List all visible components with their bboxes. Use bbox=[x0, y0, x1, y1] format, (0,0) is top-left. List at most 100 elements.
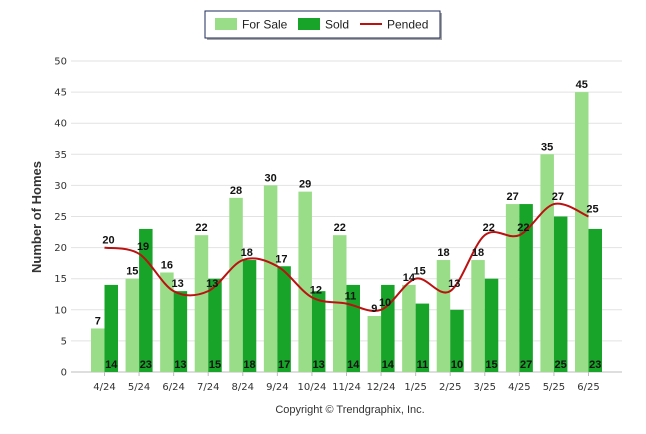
y-tick-25: 25 bbox=[54, 212, 67, 223]
y-tick-15: 15 bbox=[54, 274, 67, 285]
label-for-sale: 29 bbox=[299, 179, 311, 191]
y-tick-0: 0 bbox=[61, 368, 67, 379]
x-tick-1-25: 1/25 bbox=[404, 382, 426, 393]
bar-for-sale bbox=[540, 154, 554, 372]
bar-for-sale bbox=[298, 191, 312, 372]
x-tick-12-24: 12/24 bbox=[367, 382, 396, 393]
footer-copyright: Copyright © Trendgraphix, Inc. bbox=[275, 404, 424, 416]
label-pended: 18 bbox=[241, 247, 253, 259]
legend-box bbox=[204, 10, 441, 39]
label-for-sale: 7 bbox=[95, 315, 101, 327]
y-tick-10: 10 bbox=[54, 305, 67, 316]
bar-sold bbox=[381, 284, 395, 372]
bar-for-sale bbox=[125, 278, 140, 372]
label-pended: 13 bbox=[206, 278, 218, 290]
bars bbox=[91, 92, 602, 372]
label-pended: 13 bbox=[448, 278, 460, 290]
data-labels: 7 14 20 15 23 19 16 13 13 22 15 13 28 18 18 30 17 17 29 13 1… bbox=[95, 79, 602, 371]
label-sold: 13 bbox=[313, 359, 325, 371]
x-tick-3-25: 3/25 bbox=[474, 382, 496, 393]
bar-sold bbox=[208, 278, 222, 372]
label-for-sale: 18 bbox=[472, 247, 484, 259]
y-tick-5: 5 bbox=[61, 336, 67, 347]
label-pended: 19 bbox=[137, 241, 149, 253]
label-for-sale: 45 bbox=[576, 79, 588, 91]
label-for-sale: 28 bbox=[230, 185, 242, 197]
bar-for-sale bbox=[263, 185, 278, 372]
y-tick-50: 50 bbox=[54, 57, 67, 68]
label-for-sale: 35 bbox=[541, 141, 553, 153]
bar-for-sale bbox=[471, 260, 485, 372]
x-tick-6-24: 6/24 bbox=[162, 382, 184, 393]
label-pended: 27 bbox=[552, 191, 564, 203]
legend-label-sold: Sold bbox=[325, 18, 349, 32]
label-sold: 14 bbox=[105, 359, 118, 371]
bar-sold bbox=[242, 260, 257, 372]
x-tick-2-25: 2/25 bbox=[439, 382, 461, 393]
label-for-sale: 9 bbox=[371, 303, 377, 315]
pended-line-layer bbox=[104, 202, 589, 312]
label-pended: 13 bbox=[172, 278, 184, 290]
label-for-sale: 18 bbox=[437, 247, 449, 259]
bar-sold bbox=[450, 309, 464, 372]
bar-for-sale bbox=[436, 260, 451, 372]
y-tick-20: 20 bbox=[54, 243, 67, 254]
label-sold: 10 bbox=[451, 359, 463, 371]
legend-swatch-for-sale bbox=[215, 18, 237, 30]
label-for-sale: 30 bbox=[264, 172, 276, 184]
x-tick-10-24: 10/24 bbox=[298, 382, 327, 393]
label-sold: 27 bbox=[520, 359, 532, 371]
x-tick-9-24: 9/24 bbox=[266, 382, 288, 393]
label-pended: 12 bbox=[310, 284, 322, 296]
bar-for-sale bbox=[160, 272, 174, 372]
x-tick-5-24: 5/24 bbox=[128, 382, 150, 393]
label-pended: 11 bbox=[345, 291, 357, 303]
y-tick-40: 40 bbox=[54, 119, 67, 130]
label-sold: 15 bbox=[209, 359, 221, 371]
label-sold: 25 bbox=[555, 359, 567, 371]
label-pended: 15 bbox=[414, 266, 426, 278]
label-sold: 13 bbox=[174, 359, 186, 371]
label-for-sale: 22 bbox=[195, 222, 207, 234]
label-sold: 23 bbox=[589, 359, 601, 371]
x-tick-11-24: 11/24 bbox=[332, 382, 361, 393]
label-pended: 25 bbox=[586, 204, 598, 216]
bar-sold bbox=[277, 266, 291, 372]
bar-for-sale bbox=[229, 197, 243, 372]
label-for-sale: 27 bbox=[506, 191, 518, 203]
bar-for-sale bbox=[402, 284, 416, 372]
label-for-sale: 22 bbox=[334, 222, 346, 234]
label-sold: 18 bbox=[243, 359, 255, 371]
bar-sold bbox=[415, 303, 430, 372]
bar-sold bbox=[484, 278, 499, 372]
bar-sold bbox=[553, 216, 568, 372]
bar-sold bbox=[104, 284, 118, 372]
bar-sold bbox=[311, 291, 326, 372]
label-pended: 22 bbox=[483, 222, 495, 234]
bar-for-sale bbox=[367, 316, 382, 372]
label-sold: 17 bbox=[278, 359, 290, 371]
legend-swatch-sold bbox=[298, 18, 320, 30]
y-tick-35: 35 bbox=[54, 150, 67, 161]
bar-for-sale bbox=[505, 204, 520, 372]
bar-for-sale bbox=[194, 235, 209, 372]
label-sold: 11 bbox=[417, 359, 429, 371]
label-for-sale: 16 bbox=[161, 259, 173, 271]
legend: For Sale Sold Pended bbox=[204, 10, 442, 40]
x-tick-4-24: 4/24 bbox=[93, 382, 115, 393]
y-axis-label: Number of Homes bbox=[29, 161, 44, 273]
label-pended: 22 bbox=[517, 222, 529, 234]
label-sold: 14 bbox=[382, 359, 395, 371]
bar-for-sale bbox=[91, 328, 105, 372]
label-sold: 15 bbox=[485, 359, 497, 371]
y-tick-45: 45 bbox=[54, 88, 67, 99]
x-tick-8-24: 8/24 bbox=[232, 382, 254, 393]
x-tick-7-24: 7/24 bbox=[197, 382, 219, 393]
label-pended: 17 bbox=[275, 253, 287, 265]
label-sold: 23 bbox=[140, 359, 152, 371]
label-pended: 10 bbox=[379, 297, 391, 309]
legend-label-for-sale: For Sale bbox=[242, 18, 288, 32]
bar-sold bbox=[588, 228, 602, 372]
